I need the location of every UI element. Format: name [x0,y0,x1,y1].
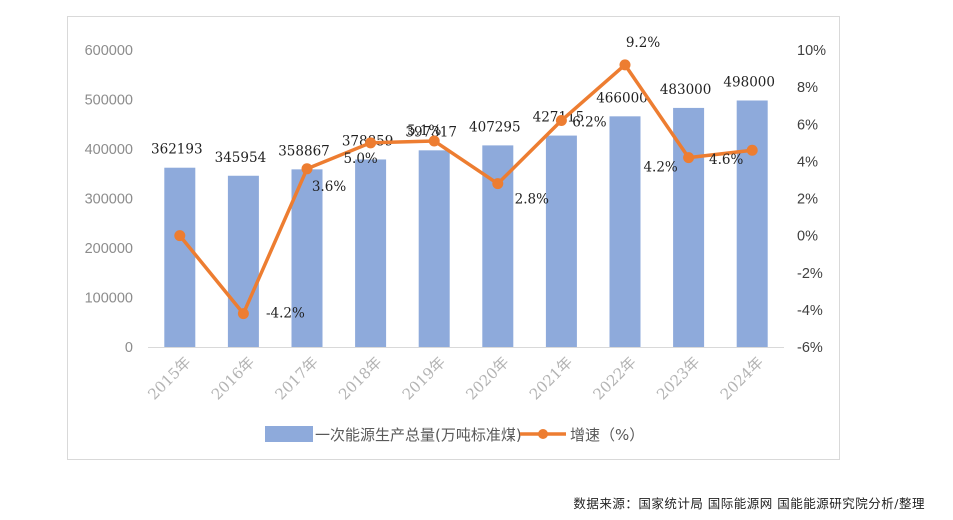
bar-data-label: 498000 [723,74,775,90]
bar-data-label: 466000 [596,90,648,106]
x-tick-label: 2019年 [399,353,449,403]
bar-data-label: 407295 [469,119,521,135]
chart-frame: 0 100000 200000 300000 400000 500000 600000 -6… [67,16,840,460]
x-tick-label: 2020年 [462,353,512,403]
line-data-label: 4.2% [643,160,677,176]
bar [609,116,641,347]
y-right-tick-label: 0% [797,229,818,245]
growth-line [178,63,753,316]
bar [418,150,450,347]
growth-point [683,152,695,164]
line-data-label: 9.2% [626,35,660,51]
y-left-tick-label: 100000 [85,291,133,307]
y-right-tick-label: 10% [797,43,826,59]
x-axis: 2015年 2016年 2017年 2018年 2019年 2020年 2021年 2022年… [144,347,784,403]
growth-point [746,144,758,156]
growth-point [301,163,313,175]
line-data-label: 5.0% [343,151,377,167]
y-right-tick-label: -2% [797,266,823,282]
bar-data-label: 483000 [660,82,712,98]
bar-data-label: 397317 [405,124,457,140]
legend-line-label: 增速（%） [570,426,644,444]
growth-point [428,135,440,147]
growth-point [365,137,377,149]
line-data-labels: -4.2% 3.6% 5.0% 5.1% 2.8% 6.2% 9.2% 4.2% 4.6% [266,35,744,322]
legend-bar-label: 一次能源生产总量(万吨标准煤) [315,426,522,444]
legend-line-marker [538,429,548,439]
line-series [174,59,758,320]
source-note: 数据来源：国家统计局 国际能源网 国能能源研究院分析/整理 [573,496,925,511]
bar-data-labels: 3621933459543588673788593973174072954271… [151,74,775,165]
bar [736,100,768,348]
growth-point [237,308,249,320]
legend: 一次能源生产总量(万吨标准煤) 增速（%） [265,426,644,444]
y-left-tick-label: 0 [125,340,133,356]
y-right-tick-label: 8% [797,80,818,96]
bar [673,107,705,347]
line-data-label: 2.8% [515,192,549,208]
y-left-axis: 0 100000 200000 300000 400000 500000 600000 [85,43,133,356]
line-data-label: -4.2% [266,306,305,322]
growth-point [492,178,504,190]
y-left-tick-label: 500000 [85,93,133,109]
y-right-tick-label: -6% [797,340,823,356]
x-tick-label: 2023年 [653,353,703,403]
bar-data-label: 362193 [151,142,203,158]
bar [227,175,259,347]
growth-point [619,59,631,71]
growth-point [174,230,186,242]
bar [355,159,387,347]
bar [291,169,323,347]
bar-series [164,100,768,348]
line-data-label: 6.2% [572,115,606,131]
bar-data-label: 358867 [278,143,330,159]
y-left-tick-label: 600000 [85,43,133,59]
line-data-label: 5.1% [407,123,441,139]
legend-bar-swatch [265,426,313,442]
x-tick-label: 2024年 [717,353,767,403]
y-right-tick-label: 6% [797,117,818,133]
y-left-tick-label: 400000 [85,142,133,158]
bar-data-label: 345954 [215,150,267,166]
y-right-tick-label: -4% [797,303,823,319]
y-right-tick-label: 4% [797,154,818,170]
y-left-tick-label: 300000 [85,192,133,208]
x-tick-label: 2021年 [526,353,576,403]
bar [164,167,196,347]
y-right-tick-label: 2% [797,192,818,208]
bar [545,135,577,347]
x-tick-label: 2022年 [589,353,639,403]
y-left-tick-label: 200000 [85,241,133,257]
chart-svg: 0 100000 200000 300000 400000 500000 600000 -6… [85,35,827,444]
x-tick-label: 2015年 [144,353,194,403]
y-right-axis: -6% -4% -2% 0% 2% 4% 6% 8% 10% [797,43,826,356]
growth-point [555,115,567,127]
line-data-label: 3.6% [312,179,346,195]
line-data-label: 4.6% [709,152,743,168]
x-tick-label: 2017年 [271,353,321,403]
x-tick-label: 2016年 [208,353,258,403]
x-tick-label: 2018年 [335,353,385,403]
